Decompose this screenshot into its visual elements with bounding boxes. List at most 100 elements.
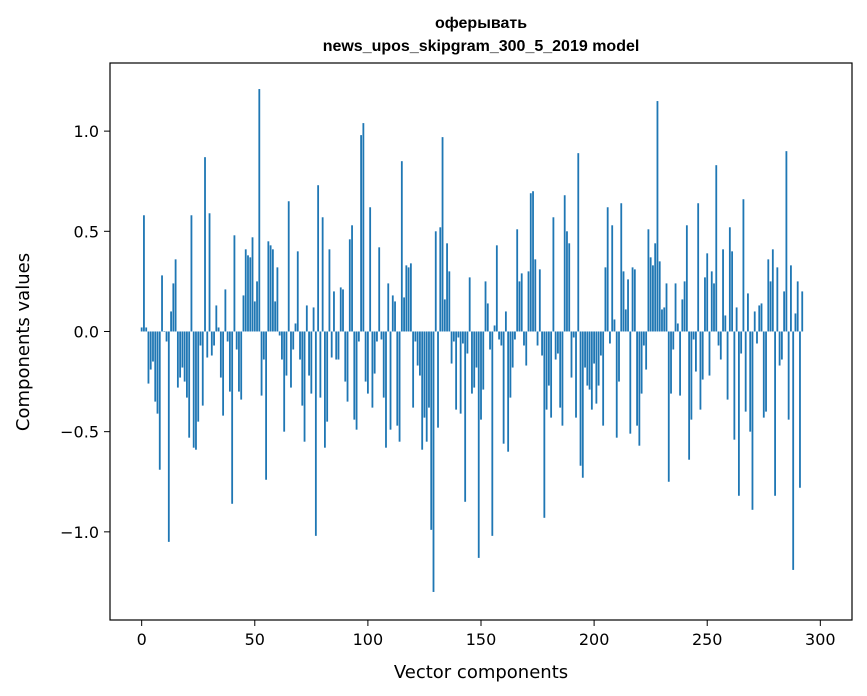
bar-78: [317, 185, 320, 332]
bar-215: [627, 279, 629, 332]
bar-247: [699, 331, 702, 410]
bar-174: [534, 259, 537, 332]
bar-190: [570, 331, 573, 378]
bar-199: [590, 331, 593, 410]
bar-266: [742, 199, 745, 332]
bar-62: [281, 331, 283, 360]
bar-75: [310, 331, 313, 394]
bar-57: [269, 245, 272, 332]
bar-238: [679, 331, 681, 396]
bar-22: [190, 215, 193, 332]
bar-115: [400, 161, 403, 332]
bar-102: [371, 331, 374, 408]
bar-132: [439, 227, 442, 332]
bar-152: [484, 281, 487, 332]
bar-0: [140, 327, 143, 332]
bar-179: [545, 331, 548, 410]
bar-52: [258, 89, 261, 332]
bar-99: [364, 331, 367, 382]
bar-160: [502, 331, 505, 444]
bar-169: [523, 331, 525, 346]
bar-34: [217, 327, 220, 332]
bar-251: [708, 331, 711, 376]
bar-123: [419, 331, 421, 376]
bar-122: [416, 331, 419, 366]
bar-71: [301, 331, 304, 406]
bar-178: [543, 331, 546, 518]
bar-272: [756, 331, 758, 344]
bar-253: [713, 283, 715, 332]
bar-53: [260, 331, 263, 396]
bar-275: [762, 331, 765, 418]
bar-193: [577, 153, 580, 332]
bar-118: [407, 267, 410, 332]
bar-259: [726, 331, 729, 400]
bar-267: [744, 331, 747, 412]
bar-291: [799, 331, 801, 488]
bar-1: [143, 215, 145, 332]
bar-76: [312, 307, 315, 332]
bar-264: [737, 331, 740, 496]
bar-143: [464, 331, 467, 502]
bar-277: [767, 259, 770, 332]
bar-170: [525, 331, 528, 366]
bar-227: [654, 243, 657, 332]
bar-289: [794, 313, 797, 332]
bar-124: [421, 331, 424, 450]
bar-244: [692, 331, 695, 340]
bar-133: [441, 137, 444, 332]
bar-141: [459, 331, 462, 414]
bar-148: [475, 331, 478, 368]
bar-212: [620, 203, 623, 332]
bar-237: [676, 323, 679, 332]
bar-80: [321, 217, 324, 332]
bar-210: [615, 331, 618, 438]
bar-37: [224, 289, 227, 332]
bar-10: [163, 331, 166, 332]
bar-214: [624, 309, 627, 332]
bar-136: [448, 271, 451, 332]
bar-225: [649, 257, 652, 332]
bar-126: [425, 331, 428, 442]
bar-30: [208, 213, 211, 332]
bar-216: [629, 331, 632, 434]
bar-164: [511, 331, 514, 368]
bar-29: [206, 331, 209, 358]
bar-66: [290, 331, 292, 388]
bar-32: [213, 331, 215, 346]
bar-89: [342, 289, 344, 332]
bar-127: [428, 331, 430, 408]
bar-163: [509, 331, 512, 398]
bar-208: [611, 225, 614, 332]
bar-242: [688, 331, 691, 460]
bar-280: [774, 331, 776, 496]
bar-56: [267, 241, 270, 332]
bar-231: [663, 307, 666, 332]
bar-205: [604, 267, 607, 332]
bar-286: [787, 331, 790, 420]
bar-55: [265, 331, 267, 480]
bar-271: [753, 311, 756, 332]
plot-frame: [109, 62, 853, 621]
bar-175: [536, 331, 539, 346]
bar-69: [296, 251, 299, 332]
bar-95: [355, 331, 358, 430]
bar-281: [776, 267, 779, 332]
bar-240: [683, 281, 686, 332]
bar-176: [538, 269, 541, 332]
bar-3: [147, 331, 150, 384]
bar-31: [210, 331, 213, 356]
bar-144: [466, 331, 469, 354]
x-tick-label: 150: [466, 630, 497, 649]
bar-84: [330, 331, 333, 358]
bar-61: [278, 331, 281, 336]
bar-180: [547, 331, 550, 386]
bar-228: [656, 101, 659, 332]
bar-151: [482, 331, 485, 390]
bar-154: [489, 331, 491, 350]
bar-181: [550, 331, 553, 418]
bar-43: [238, 331, 240, 392]
bar-139: [455, 331, 458, 410]
bar-260: [728, 227, 731, 332]
bar-255: [717, 331, 720, 346]
